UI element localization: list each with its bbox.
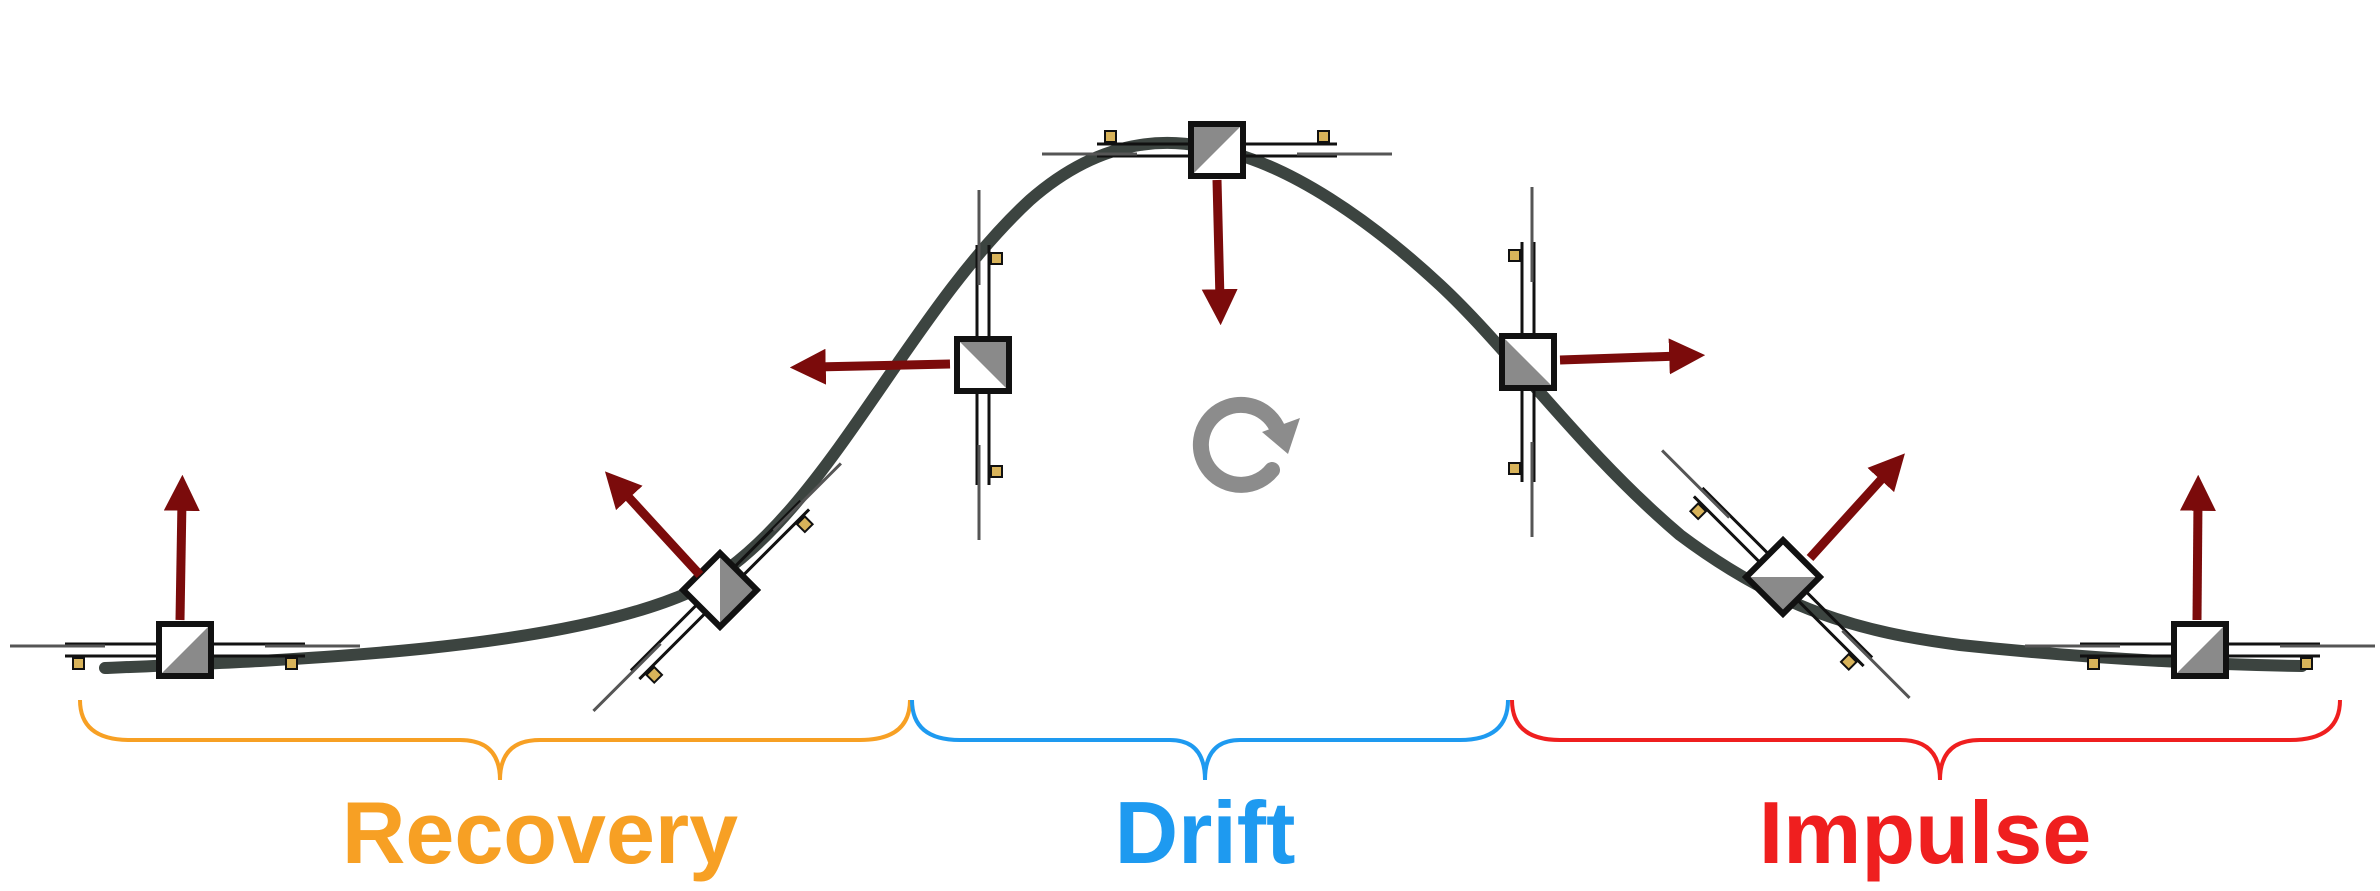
- drone-icon: [1042, 124, 1392, 176]
- thrust-arrow-icon: [1201, 179, 1238, 326]
- impulse-brace: [1510, 699, 2342, 781]
- trajectory-curve: [99, 136, 2308, 674]
- thrust-arrow-icon: [2179, 474, 2216, 621]
- drone-icon: [1502, 187, 1554, 537]
- drone-icon: [10, 624, 360, 676]
- thrust-arrow-icon: [163, 474, 200, 621]
- phase-label-impulse: Impulse: [1758, 783, 2092, 882]
- phase-label-recovery: Recovery: [341, 783, 739, 882]
- phase-label-drift: Drift: [1114, 783, 1296, 882]
- thrust-arrow-icon: [789, 348, 951, 385]
- drift-brace: [910, 699, 1510, 781]
- rotation-icon: [1192, 396, 1300, 493]
- thrust-arrow-icon: [1806, 453, 1905, 562]
- thrust-arrow-icon: [604, 471, 704, 579]
- thrust-arrow-icon: [1559, 338, 1706, 375]
- drone-icon: [578, 448, 862, 732]
- recovery-brace: [78, 699, 912, 781]
